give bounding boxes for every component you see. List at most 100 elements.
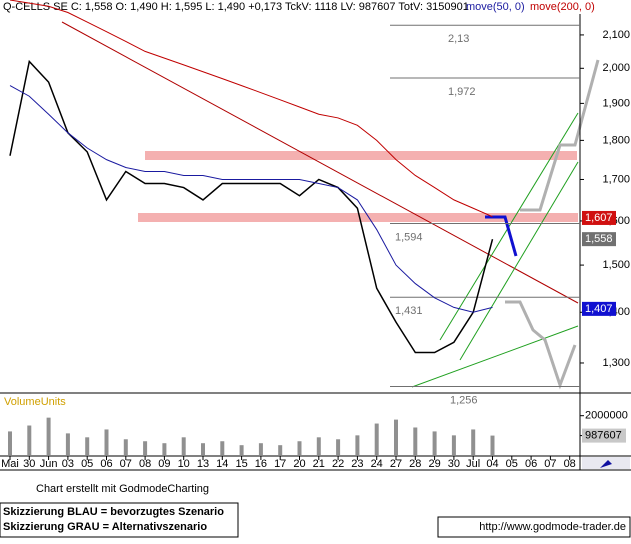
volume-bar (104, 429, 109, 455)
channel-line (459, 161, 579, 361)
x-tick-label: 21 (313, 458, 325, 470)
blue-scenario (485, 215, 518, 257)
tool-icon-glyph (600, 460, 612, 468)
volume-bar (471, 429, 476, 455)
x-tick-label: 06 (100, 458, 112, 470)
volume-bar (297, 441, 302, 455)
x-tick-label: 07 (544, 458, 556, 470)
credit: Chart erstellt mit GodmodeCharting (36, 483, 209, 495)
volume-bar (451, 435, 456, 455)
price-line (9, 59, 494, 354)
volume-bar (65, 433, 70, 455)
legend-gray: Skizzierung GRAU = Alternativszenario (3, 521, 207, 533)
x-tick-label: 20 (293, 458, 305, 470)
price-box-label: 1,407 (585, 303, 613, 315)
volume-bar (413, 427, 418, 455)
x-tick-label: 05 (81, 458, 93, 470)
legend-box (0, 502, 239, 538)
legend-blue: Skizzierung BLAU = bevorzugtes Szenario (3, 506, 224, 518)
x-tick-label: Jun (40, 458, 58, 470)
moving-average (9, 85, 493, 313)
price-box-label: 1,607 (585, 212, 613, 224)
x-tick-label: 13 (197, 458, 209, 470)
gray-scenario (505, 300, 577, 390)
x-tick-label: 30 (448, 458, 460, 470)
volume-bar (143, 441, 148, 455)
level-label: 1,431 (395, 305, 423, 317)
legend-entry: move(200, 0) (530, 1, 595, 13)
y-tick-label: 2,100 (602, 29, 630, 41)
volume-bar (85, 437, 90, 455)
volume-bar (46, 417, 51, 455)
x-tick-label: 08 (139, 458, 151, 470)
x-tick-label: 29 (428, 458, 440, 470)
level-label: 1,256 (450, 394, 478, 406)
volume-bar (27, 425, 32, 455)
x-tick-label: 15 (235, 458, 247, 470)
support-zone (138, 213, 578, 222)
x-tick-label: 08 (564, 458, 576, 470)
price-box-label: 1,558 (585, 233, 613, 245)
gray-scenario (520, 59, 600, 212)
legend-entry: move(50, 0) (466, 1, 525, 13)
volume-label: VolumeUnits (4, 396, 66, 408)
level-label: 2,13 (448, 33, 469, 45)
x-tick-label: 27 (390, 458, 402, 470)
volume-bar (181, 437, 186, 455)
y-tick-label: 1,900 (602, 97, 630, 109)
x-tick-label: 06 (525, 458, 537, 470)
volume-box (582, 428, 626, 443)
x-tick-label: 24 (371, 458, 383, 470)
volume-bar (394, 419, 398, 455)
volume-tick-label: 987607 (585, 429, 622, 441)
x-tick-label: 14 (216, 458, 228, 470)
x-tick-label: 28 (409, 458, 421, 470)
x-tick-label: 10 (178, 458, 190, 470)
volume-bar (239, 445, 244, 455)
price-box (582, 210, 616, 225)
volume-bar (258, 443, 263, 455)
y-tick-label: 2,000 (602, 62, 630, 74)
volume-bar (278, 445, 283, 455)
y-tick-label: 1,300 (602, 357, 630, 369)
volume-bar (162, 443, 167, 455)
volume-bar (355, 435, 360, 455)
x-tick-label: 30 (23, 458, 35, 470)
header: Q-CELLS SE C: 1,558 O: 1,490 H: 1,595 L:… (3, 1, 469, 13)
x-tick-label: 05 (506, 458, 518, 470)
header-bg (0, 0, 631, 14)
url[interactable]: http://www.godmode-trader.de (479, 521, 626, 533)
level-label: 1,594 (395, 231, 423, 243)
x-tick-label: 09 (158, 458, 170, 470)
x-tick-label: 17 (274, 458, 286, 470)
volume-bar (490, 435, 495, 455)
volume-bar (316, 437, 321, 455)
volume-bar (336, 439, 341, 455)
x-tick-label: Mai (1, 458, 19, 470)
volume-bar (123, 439, 128, 455)
x-tick-label: Jul (466, 458, 480, 470)
level-label: 1,972 (448, 86, 476, 98)
volume-bar (374, 423, 379, 455)
x-tick-label: 22 (332, 458, 344, 470)
url-box (437, 516, 631, 538)
volume-bar (220, 441, 225, 455)
x-tick-label: 04 (486, 458, 498, 470)
volume-bar (201, 443, 205, 455)
x-tick-label: 07 (120, 458, 132, 470)
price-box (582, 301, 616, 316)
x-tick-label: 16 (255, 458, 267, 470)
x-tick-label: 03 (62, 458, 74, 470)
volume-bar (432, 431, 437, 455)
resistance-zone (145, 151, 577, 160)
volume-tick-label: 2000000 (585, 410, 628, 422)
trend-line (61, 21, 579, 304)
y-tick-label: 1,700 (602, 173, 630, 185)
moving-average (9, 0, 493, 218)
price-box (582, 232, 616, 247)
volume-bar (8, 431, 12, 455)
y-tick-label: 1,500 (602, 259, 630, 271)
x-tick-label: 23 (351, 458, 363, 470)
channel-line (411, 325, 579, 388)
